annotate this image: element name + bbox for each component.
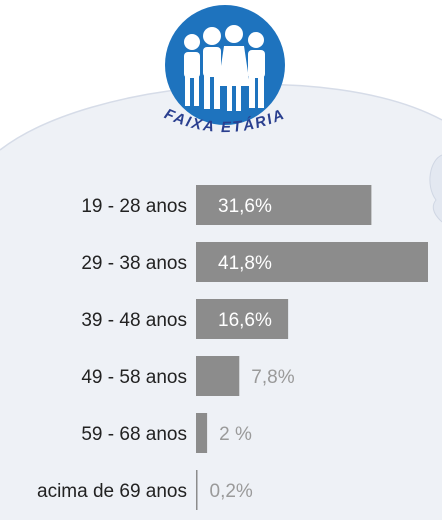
value-label-1: 41,8%	[218, 253, 272, 274]
age-group-logo: FAIXA ETÁRIA	[162, 5, 286, 136]
value-label-0: 31,6%	[218, 196, 272, 217]
bar-2	[196, 299, 289, 339]
category-label-3: 49 - 58 anos	[81, 367, 187, 388]
category-label-2: 39 - 48 anos	[81, 310, 187, 331]
bar-0	[196, 185, 372, 225]
category-label-1: 29 - 38 anos	[81, 253, 187, 274]
people-group-icon	[184, 25, 265, 111]
bar-1	[196, 242, 428, 282]
bar-5	[196, 470, 198, 510]
category-label-5: acima de 69 anos	[37, 481, 187, 502]
category-label-0: 19 - 28 anos	[81, 196, 187, 217]
age-distribution-chart: 19 - 28 anos 31,6% 29 - 38 anos 41,8% 39 - 4…	[37, 185, 428, 510]
value-label-4: 2 %	[219, 424, 252, 445]
category-label-4: 59 - 68 anos	[81, 424, 187, 445]
bar-3	[196, 356, 240, 396]
bar-4	[196, 413, 208, 453]
value-label-2: 16,6%	[218, 310, 272, 331]
value-label-3: 7,8%	[251, 367, 294, 388]
value-label-5: 0,2%	[210, 481, 253, 502]
